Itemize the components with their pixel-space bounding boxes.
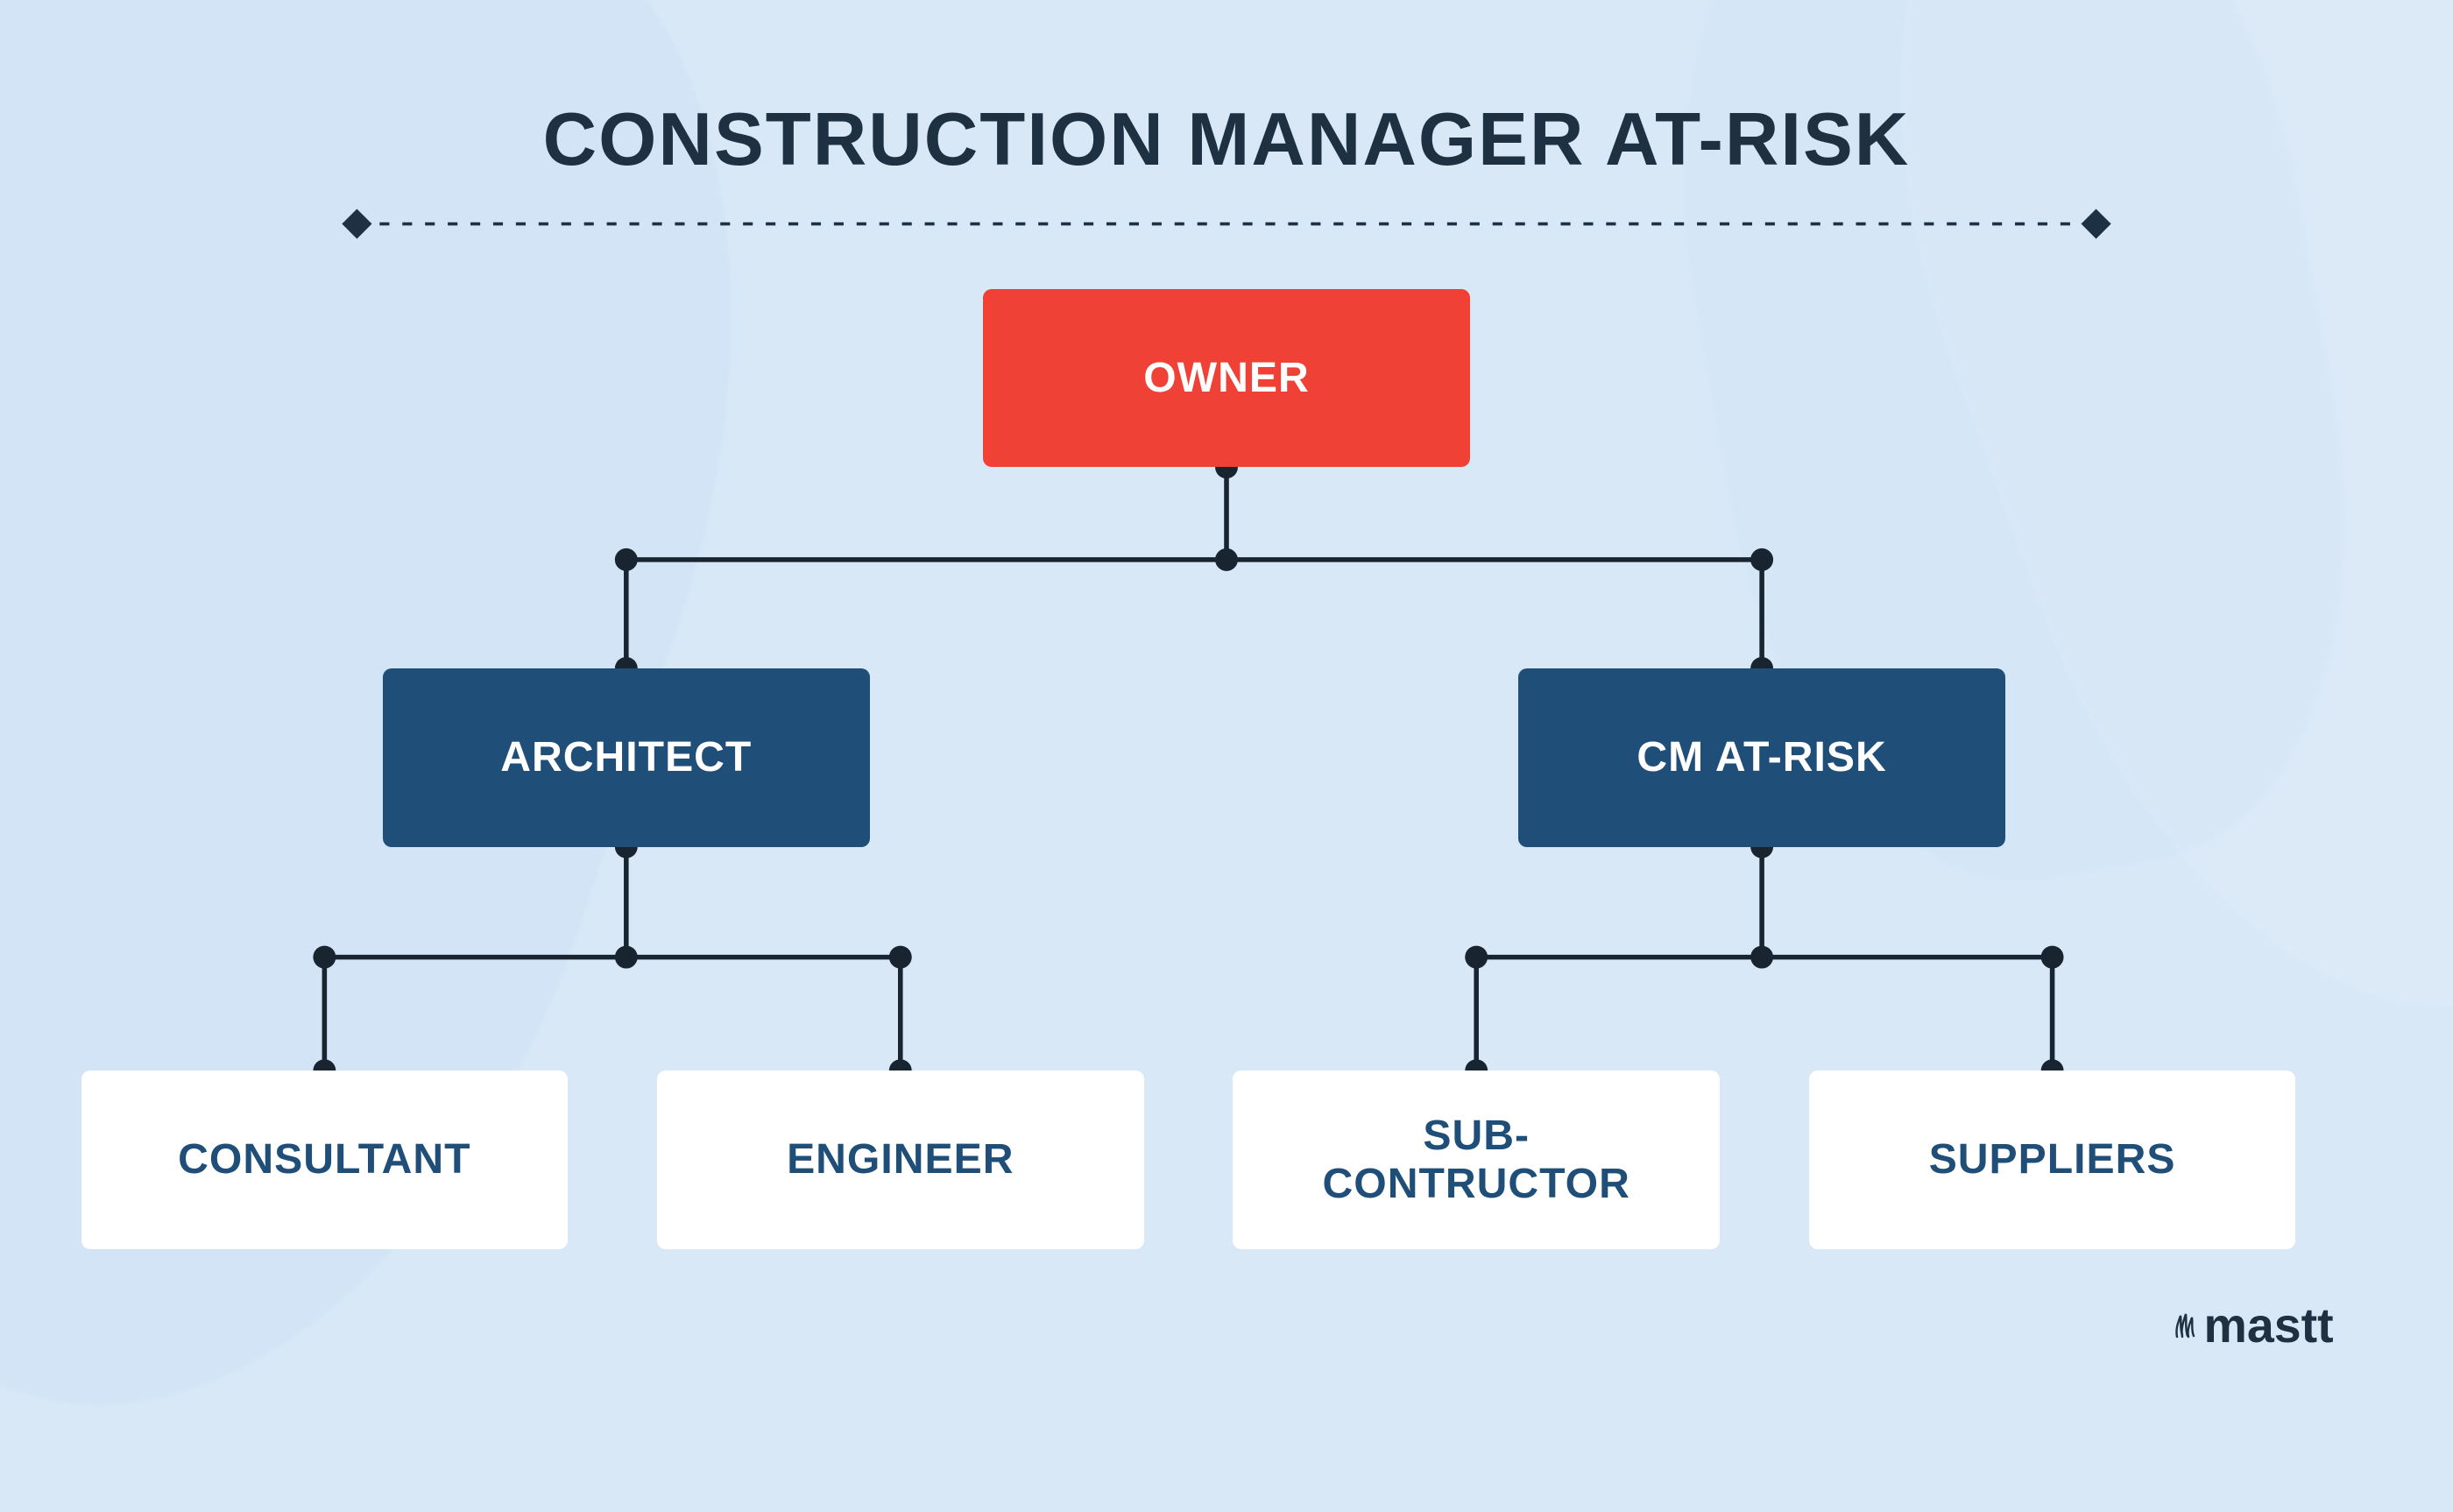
node-cm-at-risk: CM AT-RISK — [1518, 668, 2005, 847]
node-consultant: CONSULTANT — [81, 1070, 569, 1249]
node-label: ENGINEER — [787, 1135, 1014, 1183]
node-label: CONSULTANT — [178, 1135, 470, 1183]
node-label: CM AT-RISK — [1637, 733, 1886, 781]
node-owner: OWNER — [983, 289, 1470, 468]
flame-icon — [2174, 1312, 2196, 1339]
node-suppliers: SUPPLIERS — [1809, 1070, 2296, 1249]
node-label: OWNER — [1143, 354, 1309, 402]
node-subcontractor: SUB-CONTRUCTOR — [1233, 1070, 1720, 1249]
node-architect: ARCHITECT — [383, 668, 870, 847]
brand-text: mastt — [2203, 1297, 2333, 1353]
node-label: SUB-CONTRUCTOR — [1323, 1112, 1630, 1209]
brand-logo: mastt — [2174, 1297, 2333, 1353]
node-label: SUPPLIERS — [1929, 1135, 2176, 1183]
node-engineer: ENGINEER — [657, 1070, 1144, 1249]
node-label: ARCHITECT — [500, 733, 752, 781]
